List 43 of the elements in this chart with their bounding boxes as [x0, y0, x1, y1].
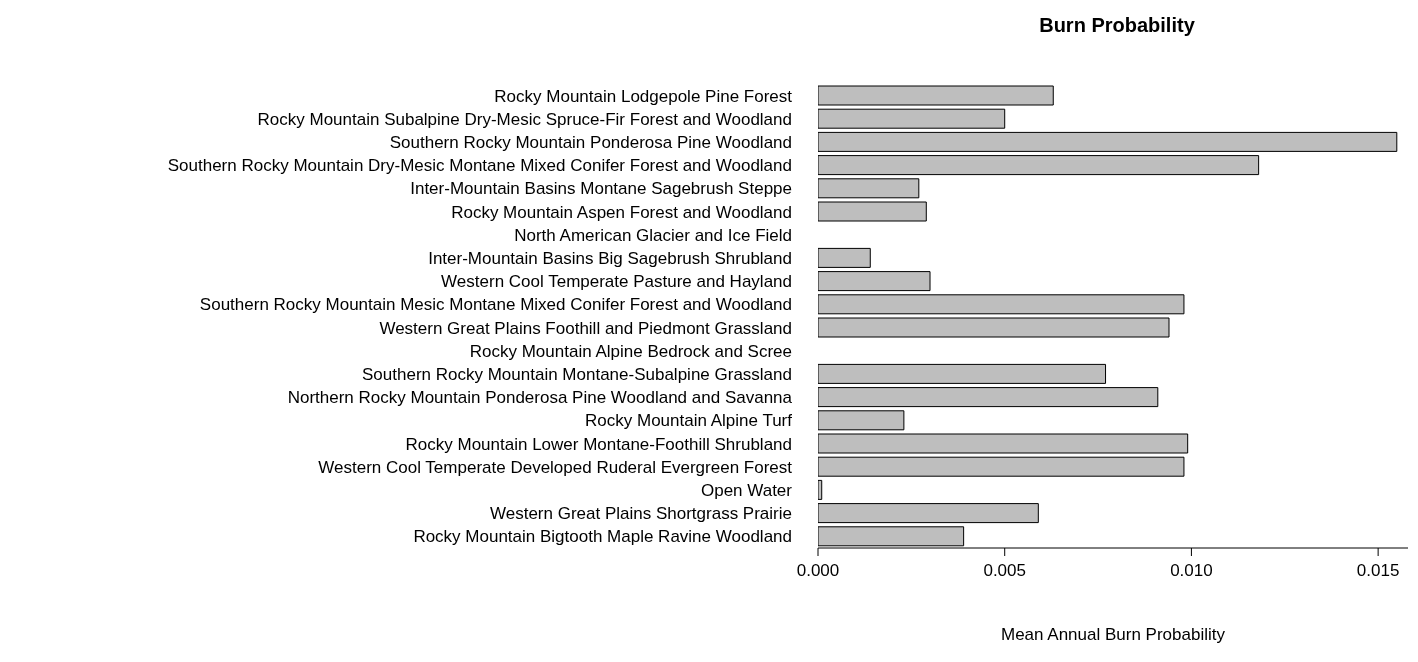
y-tick-label: Southern Rocky Mountain Mesic Montane Mixed Conifer Forest and Woodland: [199, 295, 792, 315]
y-tick-label: Southern Rocky Mountain Dry-Mesic Montane Mixed Conifer Forest and Woodland: [167, 156, 792, 176]
y-tick-label: Western Great Plains Shortgrass Prairie: [489, 504, 792, 524]
bar: [818, 456, 1185, 477]
bar: [818, 479, 823, 500]
bar: [818, 363, 1107, 384]
y-tick-label: North American Glacier and Ice Field: [514, 225, 792, 245]
bar: [818, 294, 1185, 315]
bar: [818, 155, 1260, 176]
bar: [818, 387, 1159, 408]
bar: [818, 201, 927, 222]
y-tick-label: Western Cool Temperate Pasture and Hayland: [441, 272, 792, 292]
bar: [818, 131, 1398, 152]
x-tick-label: 0.010: [1170, 561, 1213, 581]
bar: [818, 433, 1189, 454]
y-tick-label: Western Cool Temperate Developed Ruderal Evergreen Forest: [318, 457, 793, 477]
bar: [818, 410, 905, 431]
x-axis-title: Mean Annual Burn Probability: [1001, 625, 1226, 644]
y-tick-label: Rocky Mountain Lower Montane-Foothill Shrubland: [405, 434, 792, 454]
y-tick-label: Western Great Plains Foothill and Piedmont Grassland: [379, 318, 792, 338]
bar: [818, 178, 920, 199]
chart-title: Burn Probability: [1038, 14, 1196, 37]
y-tick-label: Inter-Mountain Basins Montane Sagebrush Steppe: [410, 179, 792, 199]
y-tick-label: Southern Rocky Mountain Montane-Subalpine Grassland: [362, 365, 792, 385]
y-tick-label: Inter-Mountain Basins Big Sagebrush Shrubland: [428, 249, 792, 269]
y-tick-label: Rocky Mountain Aspen Forest and Woodland: [451, 202, 792, 222]
bar: [818, 247, 871, 268]
y-tick-label: Northern Rocky Mountain Ponderosa Pine Woodland and Savanna: [287, 388, 793, 408]
bar: [818, 108, 1006, 129]
y-tick-label: Rocky Mountain Bigtooth Maple Ravine Woodland: [413, 527, 792, 547]
y-tick-label: Southern Rocky Mountain Ponderosa Pine Woodland: [389, 133, 792, 153]
x-tick-label: 0.000: [796, 561, 840, 581]
y-tick-label: Rocky Mountain Subalpine Dry-Mesic Spruce-Fir Forest and Woodland: [257, 109, 792, 129]
y-tick-label: Rocky Mountain Lodgepole Pine Forest: [494, 86, 793, 106]
x-tick-label: 0.005: [983, 561, 1026, 581]
y-tick-label: Rocky Mountain Alpine Turf: [585, 411, 793, 431]
y-tick-label: Open Water: [700, 481, 793, 501]
y-tick-label: Rocky Mountain Alpine Bedrock and Scree: [469, 341, 792, 361]
bar: [818, 317, 1170, 338]
bar: [818, 85, 1054, 106]
x-tick-label: 0.015: [1356, 561, 1400, 581]
bar: [818, 503, 1039, 524]
bar: [818, 271, 931, 292]
